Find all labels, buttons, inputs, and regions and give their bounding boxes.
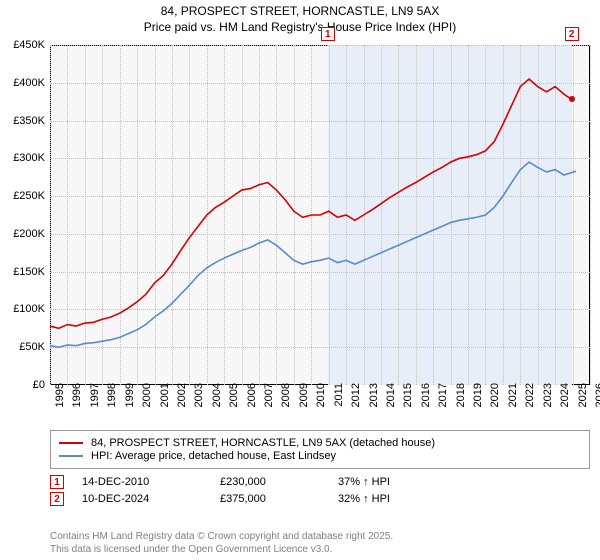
footer-line2: This data is licensed under the Open Gov… xyxy=(50,544,393,557)
event-pct: 37% ↑ HPI xyxy=(338,476,458,488)
x-axis-tick-label: 2026 xyxy=(594,383,600,423)
y-axis-tick-label: £400K xyxy=(0,77,45,89)
gridline-vertical xyxy=(590,45,591,385)
legend: 84, PROSPECT STREET, HORNCASTLE, LN9 5AX… xyxy=(50,430,590,509)
x-axis-tick-label: 2003 xyxy=(193,383,205,423)
x-axis-tick-label: 2001 xyxy=(159,383,171,423)
x-axis-tick-label: 2012 xyxy=(350,383,362,423)
chart-event-marker: 1 xyxy=(321,27,335,41)
x-axis-tick-label: 2016 xyxy=(420,383,432,423)
chart-lines-svg xyxy=(50,45,590,385)
legend-event-row: 2 10-DEC-2024 £375,000 32% ↑ HPI xyxy=(50,492,590,506)
footer-line1: Contains HM Land Registry data © Crown c… xyxy=(50,531,393,544)
y-axis-tick-label: £350K xyxy=(0,115,45,127)
y-axis-tick-label: £200K xyxy=(0,228,45,240)
legend-series-row: 84, PROSPECT STREET, HORNCASTLE, LN9 5AX… xyxy=(59,437,581,449)
legend-series-box: 84, PROSPECT STREET, HORNCASTLE, LN9 5AX… xyxy=(50,430,590,469)
x-axis-tick-label: 1999 xyxy=(124,383,136,423)
x-axis-tick-label: 2022 xyxy=(524,383,536,423)
legend-swatch-hpi xyxy=(59,455,83,457)
series-line xyxy=(50,162,576,347)
event-date: 14-DEC-2010 xyxy=(82,476,202,488)
x-axis-tick-label: 1996 xyxy=(71,383,83,423)
legend-event-row: 1 14-DEC-2010 £230,000 37% ↑ HPI xyxy=(50,475,590,489)
event-price: £230,000 xyxy=(220,476,320,488)
x-axis-tick-label: 2021 xyxy=(507,383,519,423)
x-axis-tick-label: 2013 xyxy=(368,383,380,423)
y-axis-tick-label: £50K xyxy=(0,341,45,353)
chart-plot-area: £0£50K£100K£150K£200K£250K£300K£350K£400… xyxy=(50,45,590,385)
x-axis-tick-label: 2005 xyxy=(228,383,240,423)
x-axis-tick-label: 2018 xyxy=(455,383,467,423)
y-axis-tick-label: £300K xyxy=(0,152,45,164)
series-line xyxy=(50,79,572,328)
y-axis-tick-label: £100K xyxy=(0,303,45,315)
last-sale-marker xyxy=(569,96,575,102)
x-axis-tick-label: 1995 xyxy=(54,383,66,423)
x-axis-tick-label: 2014 xyxy=(385,383,397,423)
x-axis-tick-label: 2004 xyxy=(211,383,223,423)
x-axis-tick-label: 2010 xyxy=(315,383,327,423)
x-axis-tick-label: 2023 xyxy=(542,383,554,423)
x-axis-tick-label: 1998 xyxy=(106,383,118,423)
event-marker-1: 1 xyxy=(50,475,64,489)
legend-swatch-subject xyxy=(59,442,83,444)
chart-title: 84, PROSPECT STREET, HORNCASTLE, LN9 5AX… xyxy=(0,0,600,35)
x-axis-tick-label: 2002 xyxy=(176,383,188,423)
y-axis-tick-label: £0 xyxy=(0,379,45,391)
chart-event-marker: 2 xyxy=(565,27,579,41)
footer-attribution: Contains HM Land Registry data © Crown c… xyxy=(50,531,393,556)
y-axis-tick-label: £450K xyxy=(0,39,45,51)
x-axis-tick-label: 2000 xyxy=(141,383,153,423)
x-axis-tick-label: 2025 xyxy=(577,383,589,423)
legend-label-subject: 84, PROSPECT STREET, HORNCASTLE, LN9 5AX… xyxy=(91,437,435,449)
x-axis-tick-label: 2007 xyxy=(263,383,275,423)
title-address: 84, PROSPECT STREET, HORNCASTLE, LN9 5AX xyxy=(0,4,600,20)
y-axis-tick-label: £150K xyxy=(0,266,45,278)
x-axis-tick-label: 2017 xyxy=(437,383,449,423)
x-axis-tick-label: 2009 xyxy=(298,383,310,423)
x-axis-tick-label: 2011 xyxy=(333,383,345,423)
x-axis-tick-label: 1997 xyxy=(89,383,101,423)
x-axis-tick-label: 2019 xyxy=(472,383,484,423)
legend-label-hpi: HPI: Average price, detached house, East… xyxy=(91,450,336,462)
legend-series-row: HPI: Average price, detached house, East… xyxy=(59,450,581,462)
x-axis-tick-label: 2024 xyxy=(559,383,571,423)
event-marker-2: 2 xyxy=(50,492,64,506)
x-axis-tick-label: 2006 xyxy=(246,383,258,423)
title-subtitle: Price paid vs. HM Land Registry's House … xyxy=(0,20,600,36)
x-axis-tick-label: 2008 xyxy=(280,383,292,423)
event-date: 10-DEC-2024 xyxy=(82,493,202,505)
x-axis-tick-label: 2015 xyxy=(402,383,414,423)
event-pct: 32% ↑ HPI xyxy=(338,493,458,505)
x-axis-tick-label: 2020 xyxy=(489,383,501,423)
y-axis-tick-label: £250K xyxy=(0,190,45,202)
event-price: £375,000 xyxy=(220,493,320,505)
